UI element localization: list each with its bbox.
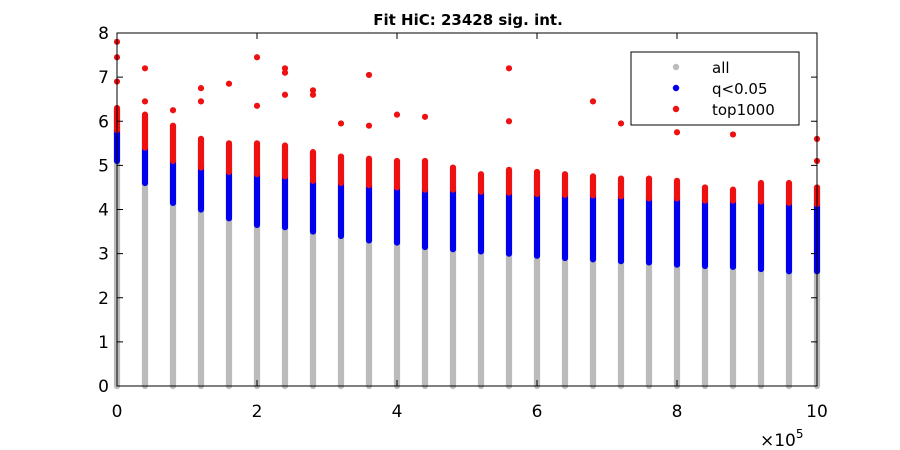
outlier-point-26 <box>729 131 737 138</box>
x-multiplier-base: ×10 <box>760 431 796 450</box>
series-all <box>113 157 821 390</box>
outlier-point-7 <box>197 98 205 105</box>
y-tick-label-5: 5 <box>98 156 109 176</box>
outlier-point-13 <box>281 91 289 98</box>
x-tick-label-2: 4 <box>392 402 403 422</box>
x-axis: 0 2 4 6 8 10 <box>112 33 828 422</box>
y-tick-label-3: 3 <box>98 245 109 265</box>
chart-title: Fit HiC: 23428 sig. int. <box>373 11 563 29</box>
y-tick-label-8: 8 <box>98 24 109 44</box>
outlier-point-6 <box>197 85 205 92</box>
y-tick-label-4: 4 <box>98 201 109 221</box>
outlier-point-9 <box>253 54 261 61</box>
legend-box <box>630 51 800 126</box>
outlier-point-15 <box>309 91 317 98</box>
x-tick-label-3: 6 <box>532 402 543 422</box>
outlier-point-11 <box>281 65 289 72</box>
legend-label-all: all <box>712 59 730 77</box>
outlier-point-19 <box>393 111 401 118</box>
legend-marker-q <box>672 84 680 92</box>
outlier-point-24 <box>617 120 625 127</box>
y-axis: 0 1 2 3 4 5 6 7 8 <box>98 24 817 397</box>
plot-points <box>113 38 821 390</box>
x-tick-label-4: 8 <box>672 402 683 422</box>
legend-label-top1000: top1000 <box>712 101 775 119</box>
outlier-point-21 <box>505 65 513 72</box>
series-q-0-05 <box>113 126 821 275</box>
x-tick-label-0: 0 <box>112 402 123 422</box>
outlier-point-16 <box>337 120 345 127</box>
legend: all q<0.05 top1000 <box>630 51 800 126</box>
y-tick-label-2: 2 <box>98 289 109 309</box>
legend-marker-all <box>672 63 680 71</box>
outlier-point-4 <box>141 98 149 105</box>
x-multiplier: ×105 <box>760 427 804 450</box>
outlier-point-18 <box>365 122 373 129</box>
outlier-point-20 <box>421 113 429 120</box>
y-tick-label-6: 6 <box>98 112 109 132</box>
y-tick-label-0: 0 <box>98 377 109 397</box>
outlier-point-8 <box>225 80 233 87</box>
outlier-point-14 <box>309 87 317 94</box>
outlier-point-23 <box>589 98 597 105</box>
outlier-point-5 <box>169 107 177 114</box>
legend-label-q: q<0.05 <box>712 80 768 98</box>
y-tick-label-1: 1 <box>98 333 109 353</box>
outlier-point-3 <box>141 65 149 72</box>
x-tick-label-5: 10 <box>806 402 828 422</box>
outlier-point-22 <box>505 118 513 125</box>
legend-marker-top1000 <box>672 105 680 113</box>
x-tick-label-1: 2 <box>252 402 263 422</box>
outlier-point-10 <box>253 102 261 109</box>
outlier-point-25 <box>673 129 681 136</box>
outlier-point-12 <box>281 69 289 76</box>
x-multiplier-exponent: 5 <box>796 427 804 441</box>
y-tick-label-7: 7 <box>98 68 109 88</box>
outlier-point-17 <box>365 71 373 79</box>
